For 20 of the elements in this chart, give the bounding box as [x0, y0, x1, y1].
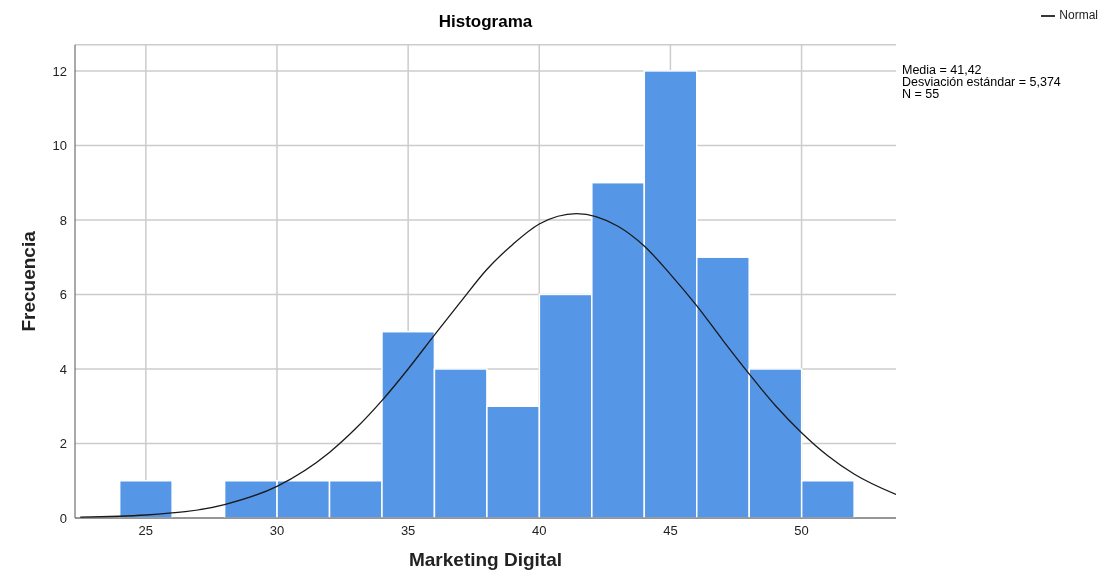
- y-tick-label: 8: [59, 212, 67, 228]
- text: N = 55: [902, 87, 941, 101]
- y-tick-label: 6: [59, 287, 67, 303]
- x-tick-label: 30: [269, 523, 285, 539]
- x-tick-label: 35: [400, 523, 416, 539]
- x-axis-title: Marketing Digital: [408, 549, 563, 570]
- y-tick-label: 2: [59, 436, 67, 452]
- text: Media = 41,42: [902, 63, 983, 77]
- text: Desviación estándar = 5,374: [902, 75, 1061, 89]
- y-axis-title: Frecuencia: [17, 230, 39, 332]
- y-tick-label: 0: [59, 510, 67, 526]
- x-tick-label: 40: [532, 523, 547, 539]
- y-tick-label: 12: [52, 63, 67, 79]
- chart-title: Histograma: [437, 12, 534, 32]
- legend-label: Normal: [1059, 8, 1098, 22]
- y-tick-label: 4: [59, 361, 67, 377]
- x-tick-label: 45: [663, 523, 678, 539]
- x-tick-label: 25: [138, 523, 154, 539]
- y-tick-label: 10: [52, 138, 67, 154]
- x-tick-label: 50: [794, 523, 809, 539]
